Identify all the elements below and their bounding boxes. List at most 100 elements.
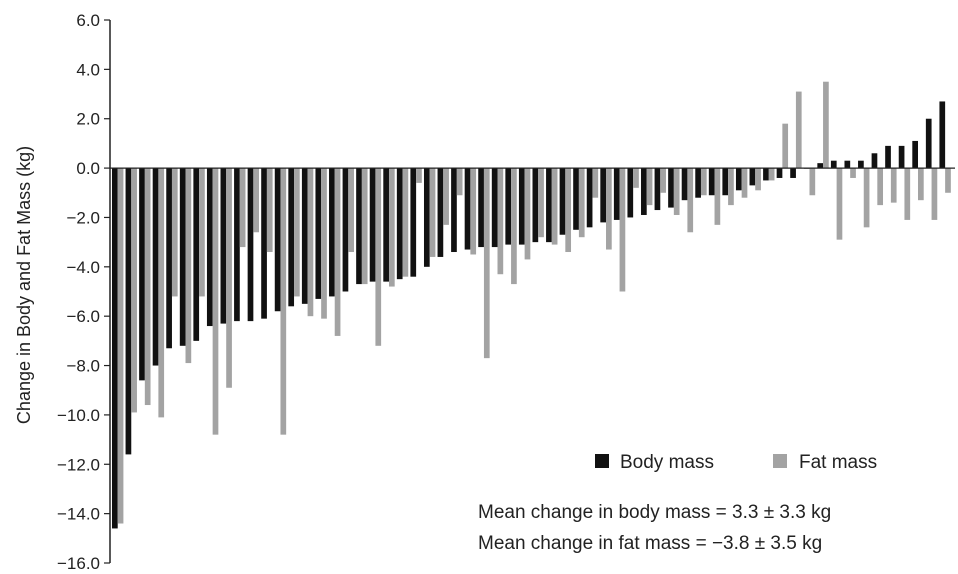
y-tick-label: 4.0 bbox=[76, 60, 100, 79]
bar-fat-mass bbox=[144, 168, 151, 406]
bar-fat-mass bbox=[239, 168, 246, 248]
bar-fat-mass bbox=[348, 168, 354, 253]
y-tick-label: −10.0 bbox=[57, 406, 100, 425]
bar-fat-mass bbox=[823, 81, 829, 169]
bar-fat-mass bbox=[673, 168, 680, 215]
bar-body-mass bbox=[356, 168, 362, 285]
bar-body-mass bbox=[871, 153, 878, 169]
bar-body-mass bbox=[641, 168, 647, 215]
bar-body-mass bbox=[844, 160, 851, 169]
legend: Body mass Fat mass bbox=[595, 452, 877, 473]
bar-body-mass bbox=[708, 168, 715, 196]
bar-fat-mass bbox=[809, 168, 816, 196]
bar-fat-mass bbox=[700, 168, 707, 196]
bar-body-mass bbox=[437, 168, 444, 257]
bar-body-mass bbox=[817, 163, 824, 169]
bar-body-mass bbox=[139, 168, 145, 381]
annotation-body-mass-mean: Mean change in body mass = 3.3 ± 3.3 kg bbox=[478, 502, 831, 523]
bar-body-mass bbox=[369, 168, 376, 282]
bar-body-mass bbox=[885, 145, 891, 169]
bar-body-mass bbox=[735, 168, 742, 191]
bar-body-mass bbox=[491, 168, 498, 248]
bar-body-mass bbox=[206, 168, 213, 327]
y-axis-label: Change in Body and Fat Mass (kg) bbox=[14, 146, 34, 424]
bar-fat-mass bbox=[226, 168, 232, 388]
bar-fat-mass bbox=[199, 168, 205, 297]
bar-body-mass bbox=[858, 160, 864, 169]
bar-fat-mass bbox=[511, 168, 517, 285]
bar-fat-mass bbox=[443, 168, 449, 225]
bar-body-mass bbox=[301, 168, 308, 304]
bar-fat-mass bbox=[633, 168, 639, 188]
bar-fat-mass bbox=[171, 168, 178, 297]
bar-body-mass bbox=[559, 168, 566, 235]
y-tick-label: −8.0 bbox=[66, 357, 100, 376]
bar-fat-mass bbox=[741, 168, 748, 198]
bar-fat-mass bbox=[945, 168, 951, 193]
bar-fat-mass bbox=[931, 168, 938, 220]
y-tick-label: 0.0 bbox=[76, 159, 100, 178]
y-tick-label: −2.0 bbox=[66, 208, 100, 227]
bar-fat-mass bbox=[592, 168, 599, 198]
bar-fat-mass bbox=[782, 123, 789, 169]
bar-fat-mass bbox=[687, 168, 694, 233]
bar-body-mass bbox=[505, 168, 512, 245]
bar-body-mass bbox=[342, 168, 349, 292]
bar-fat-mass bbox=[551, 168, 558, 245]
y-axis-ticks: 6.0 4.0 2.0 0.0 −2.0 −4.0 −6.0 −8.0 −10.0 −12.0 −1… bbox=[57, 11, 110, 573]
bar-fat-mass bbox=[388, 168, 395, 287]
bar-body-mass bbox=[695, 168, 701, 198]
y-tick-label: −4.0 bbox=[66, 258, 100, 277]
bar-fat-mass bbox=[334, 168, 341, 336]
bar-body-mass bbox=[668, 168, 674, 208]
bar-body-mass bbox=[830, 160, 837, 169]
bar-fat-mass bbox=[877, 168, 884, 206]
bar-fat-mass bbox=[497, 168, 504, 275]
bar-body-mass bbox=[423, 168, 430, 267]
bar-body-mass bbox=[234, 168, 240, 322]
bar-body-mass bbox=[478, 168, 484, 248]
bar-fat-mass bbox=[850, 168, 856, 178]
bar-body-mass bbox=[464, 168, 471, 250]
bar-body-mass bbox=[749, 168, 756, 186]
bar-body-mass bbox=[939, 101, 946, 169]
bar-fat-mass bbox=[280, 168, 287, 435]
legend-swatch-body-mass bbox=[595, 454, 609, 468]
bar-body-mass bbox=[152, 168, 159, 366]
y-tick-label: 6.0 bbox=[76, 11, 100, 30]
bar-fat-mass bbox=[646, 168, 653, 206]
bar-fat-mass bbox=[416, 168, 422, 183]
bar-body-mass bbox=[329, 168, 335, 297]
bar-body-mass bbox=[247, 168, 254, 322]
bar-fat-mass bbox=[402, 168, 409, 277]
legend-label-body-mass: Body mass bbox=[620, 452, 714, 473]
bar-fat-mass bbox=[212, 168, 219, 435]
bar-fat-mass bbox=[307, 168, 314, 317]
bar-fat-mass bbox=[660, 168, 666, 193]
bar-body-mass bbox=[586, 168, 593, 228]
bar-body-mass bbox=[112, 168, 118, 529]
bar-fat-mass bbox=[524, 168, 531, 260]
bar-fat-mass bbox=[470, 168, 477, 255]
bar-fat-mass bbox=[158, 168, 165, 418]
bar-body-mass bbox=[179, 168, 186, 346]
bar-fat-mass bbox=[185, 168, 192, 364]
bar-fat-mass bbox=[294, 168, 300, 297]
bar-fat-mass bbox=[619, 168, 626, 292]
bar-fat-mass bbox=[578, 168, 585, 238]
bar-fat-mass bbox=[836, 168, 843, 240]
legend-swatch-fat-mass bbox=[773, 454, 787, 468]
bar-fat-mass bbox=[253, 168, 260, 233]
bar-fat-mass bbox=[904, 168, 911, 220]
bar-fat-mass bbox=[565, 168, 572, 253]
bar-body-mass bbox=[722, 168, 729, 196]
bar-body-mass bbox=[166, 168, 172, 349]
bar-body-mass bbox=[790, 168, 796, 178]
bar-fat-mass bbox=[890, 168, 897, 203]
y-tick-label: −12.0 bbox=[57, 455, 100, 474]
bar-body-mass bbox=[451, 168, 457, 253]
y-tick-label: 2.0 bbox=[76, 110, 100, 129]
bar-body-mass bbox=[627, 168, 634, 218]
bar-body-mass bbox=[193, 168, 200, 341]
bar-body-mass bbox=[383, 168, 389, 282]
